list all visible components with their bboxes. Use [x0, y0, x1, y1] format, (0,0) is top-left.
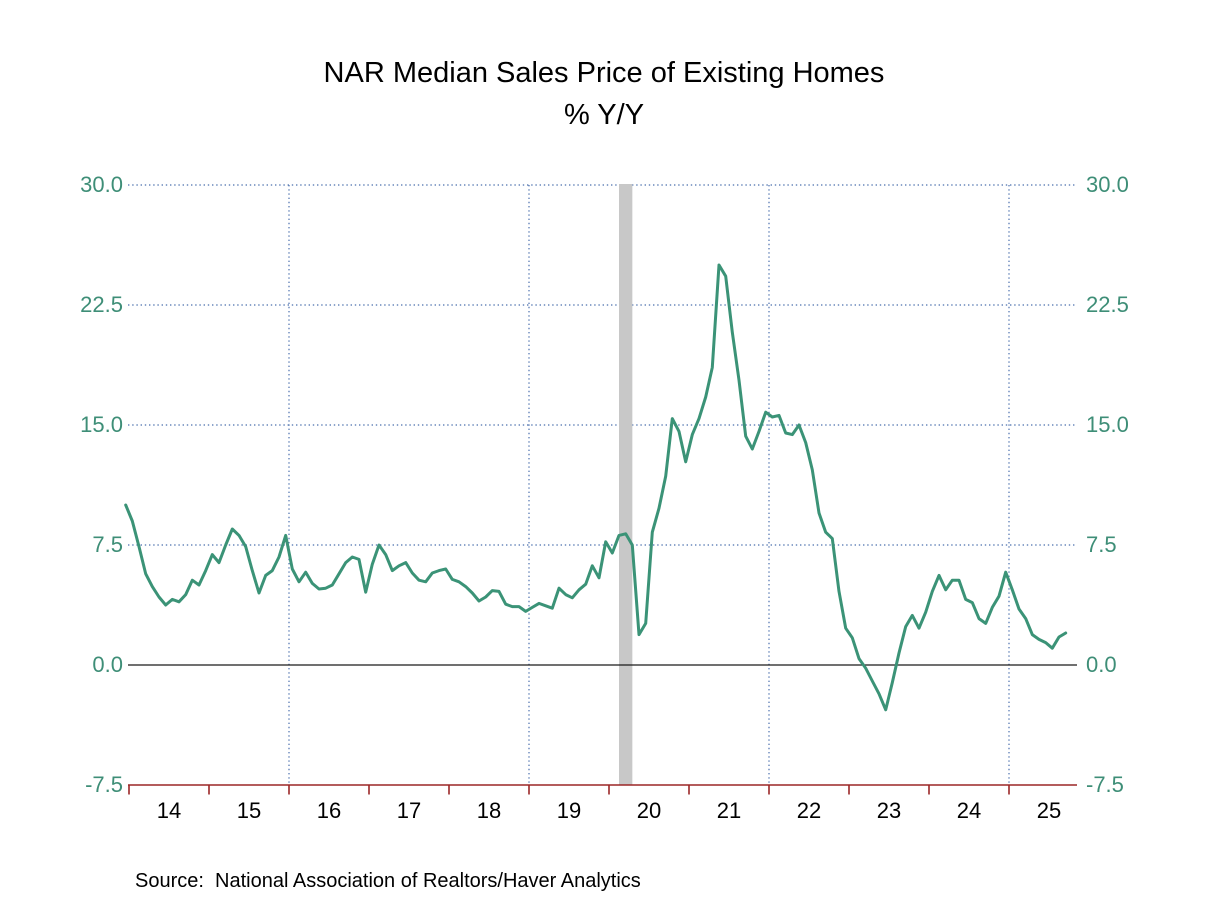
y-tick-label-left: 22.5: [80, 292, 123, 317]
recession-band: [619, 184, 633, 785]
x-tick-label: 17: [396, 798, 422, 823]
y-tick-label-left: 7.5: [92, 532, 123, 557]
y-tick-label-right: 0.0: [1086, 652, 1117, 677]
chart-title: NAR Median Sales Price of Existing Homes: [323, 57, 885, 89]
y-tick-label-right: 7.5: [1086, 532, 1117, 557]
x-tick-label: 22: [796, 798, 822, 823]
x-tick-label: 19: [556, 798, 582, 823]
y-tick-label-left: 15.0: [80, 412, 123, 437]
x-tick-label: 25: [1036, 798, 1062, 823]
x-tick-label: 15: [236, 798, 262, 823]
x-tick-label: 18: [476, 798, 502, 823]
x-tick-label: 24: [956, 798, 982, 823]
y-tick-label-left: 0.0: [92, 652, 123, 677]
x-tick-label: 16: [316, 798, 342, 823]
y-tick-label-right: 30.0: [1086, 172, 1129, 197]
y-tick-label-left: 30.0: [80, 172, 123, 197]
y-tick-label-right: 15.0: [1086, 412, 1129, 437]
source-note: Source: National Association of Realtors…: [135, 870, 641, 892]
chart-subtitle: % Y/Y: [563, 99, 645, 131]
y-tick-label-left: -7.5: [85, 772, 123, 797]
x-tick-label: 14: [156, 798, 182, 823]
x-tick-label: 20: [636, 798, 662, 823]
x-tick-label: 21: [716, 798, 742, 823]
y-tick-label-right: -7.5: [1086, 772, 1124, 797]
y-tick-label-right: 22.5: [1086, 292, 1129, 317]
data-line: [124, 263, 1068, 712]
x-tick-label: 23: [876, 798, 902, 823]
